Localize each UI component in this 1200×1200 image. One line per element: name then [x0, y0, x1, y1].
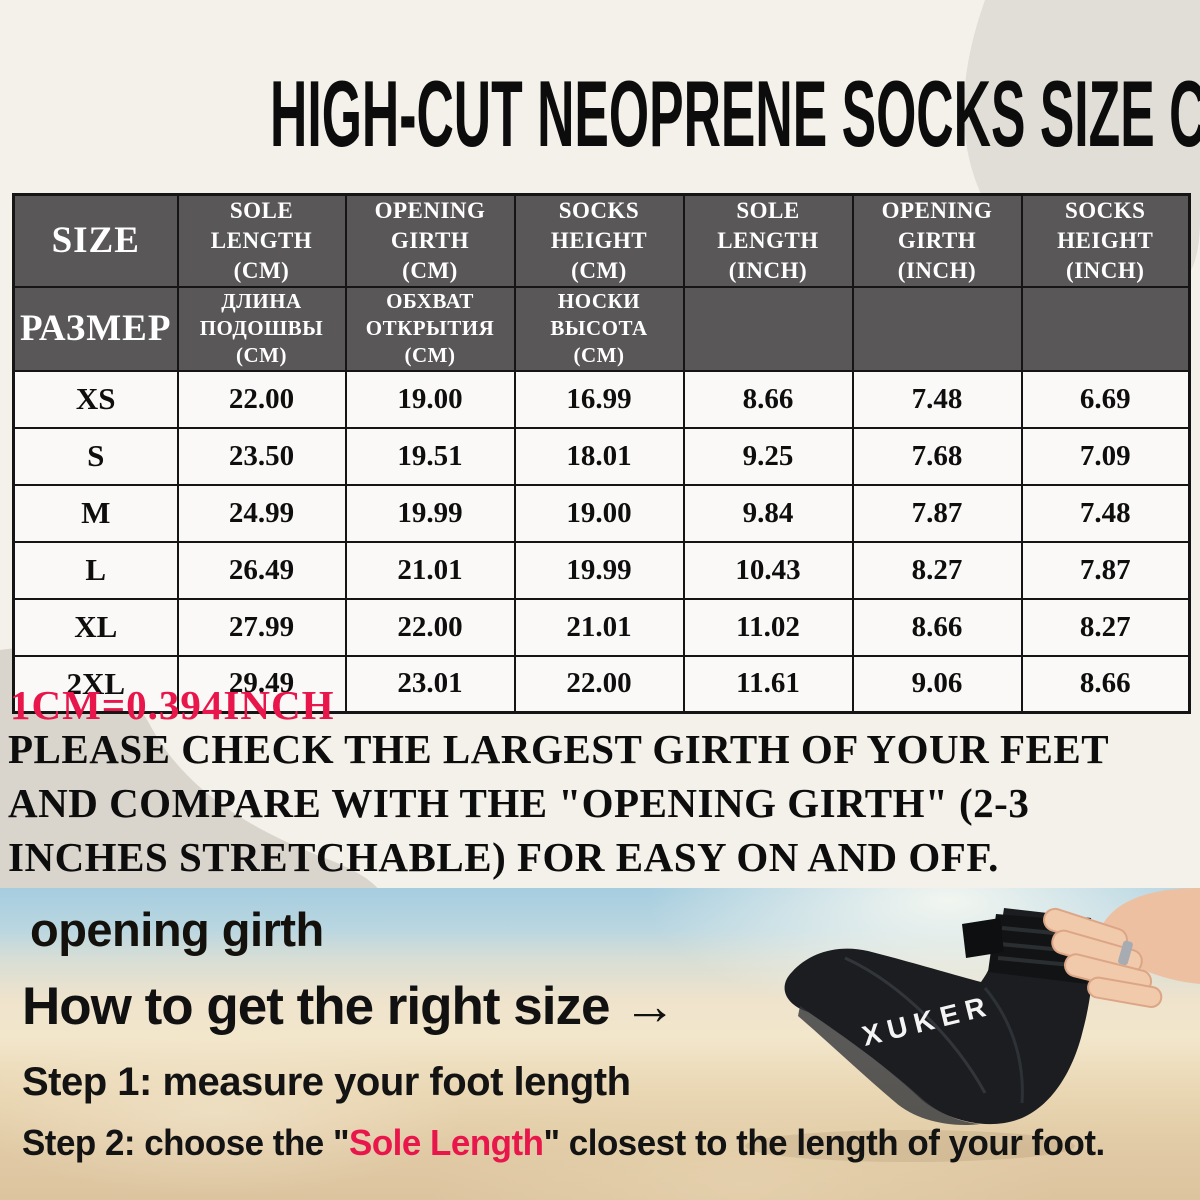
step-1-text: Step 1: measure your foot length: [22, 1060, 631, 1104]
table-cell: 10.43: [682, 540, 854, 600]
table-cell: 27.99: [176, 597, 347, 657]
size-label: XL: [12, 597, 179, 657]
table-cell: 8.27: [851, 540, 1023, 600]
fit-advice-paragraph: PLEASE CHECK THE LARGEST GIRTH OF YOUR F…: [8, 726, 1109, 881]
header-cell-empty: [1020, 285, 1191, 372]
table-row-xs: XS 22.00 19.00 16.99 8.66 7.48 6.69: [12, 369, 1191, 429]
table-cell: 19.99: [344, 483, 516, 543]
table-cell: 26.49: [176, 540, 347, 600]
header-cell-sole-length-inch: SOLE LENGTH (INCH): [682, 193, 854, 288]
table-cell: 8.66: [851, 597, 1023, 657]
header-cell-noski-vysota: НОСКИ ВЫСОТА (CM): [513, 285, 685, 372]
step-2-suffix: " closest to the length of your foot.: [543, 1122, 1106, 1163]
table-cell: 19.51: [344, 426, 516, 486]
size-label: S: [12, 426, 179, 486]
table-cell: 18.01: [513, 426, 685, 486]
table-cell: 11.02: [682, 597, 854, 657]
beach-photo-section: XUKER opening girth How to get the right…: [0, 888, 1200, 1200]
table-cell: 22.00: [513, 654, 685, 714]
hand-illustration: [1043, 888, 1200, 1008]
size-label: 2XL: [12, 654, 179, 714]
table-row-2xl: 2XL 29.49 23.01 22.00 11.61 9.06 8.66: [12, 654, 1191, 714]
table-row-m: M 24.99 19.99 19.00 9.84 7.87 7.48: [12, 483, 1191, 543]
table-cell: 8.27: [1020, 597, 1191, 657]
header-cell-socks-height-cm: SOCKS HEIGHT (CM): [513, 193, 685, 288]
cm-inch-conversion-note: 1CM=0.394INCH: [10, 682, 335, 728]
table-cell: 21.01: [344, 540, 516, 600]
table-cell: 7.68: [851, 426, 1023, 486]
table-cell: 7.09: [1020, 426, 1191, 486]
table-cell: 21.01: [513, 597, 685, 657]
header-cell-obkhvat-otkrytiya: ОБХВАТ ОТКРЫТИЯ (CM): [344, 285, 516, 372]
header-cell-opening-girth-cm: OPENING GIRTH (CM): [344, 193, 516, 288]
size-label: M: [12, 483, 179, 543]
table-header-row-ru: РАЗМЕР ДЛИНА ПОДОШВЫ (CM) ОБХВАТ ОТКРЫТИЯ…: [12, 285, 1191, 372]
header-cell-size: SIZE: [12, 193, 179, 288]
strap-tab: [962, 918, 1004, 958]
ring: [1118, 940, 1133, 966]
table-cell: 8.66: [1020, 654, 1191, 714]
table-cell: 16.99: [513, 369, 685, 429]
table-cell: 9.25: [682, 426, 854, 486]
table-cell: 22.00: [344, 597, 516, 657]
table-cell: 7.87: [851, 483, 1023, 543]
table-cell: 19.00: [344, 369, 516, 429]
table-cell: 29.49: [176, 654, 347, 714]
sole-length-highlight: Sole Length: [349, 1122, 544, 1163]
header-cell-socks-height-inch: SOCKS HEIGHT (INCH): [1020, 193, 1191, 288]
table-cell: 6.69: [1020, 369, 1191, 429]
table-cell: 9.84: [682, 483, 854, 543]
header-cell-empty: [851, 285, 1023, 372]
step-2-text: Step 2: choose the "Sole Length" closest…: [22, 1122, 1105, 1164]
opening-girth-label: opening girth: [30, 903, 324, 956]
table-row-s: S 23.50 19.51 18.01 9.25 7.68 7.09: [12, 426, 1191, 486]
size-label: L: [12, 540, 179, 600]
table-cell: 7.87: [1020, 540, 1191, 600]
table-cell: 11.61: [682, 654, 854, 714]
table-cell: 8.66: [682, 369, 854, 429]
table-cell: 19.99: [513, 540, 685, 600]
table-cell: 22.00: [176, 369, 347, 429]
table-cell: 19.00: [513, 483, 685, 543]
size-chart-table: SIZE SOLE LENGTH (CM) OPENING GIRTH (CM) S…: [12, 193, 1191, 715]
table-row-l: L 26.49 21.01 19.99 10.43 8.27 7.87: [12, 540, 1191, 600]
size-label: XS: [12, 369, 179, 429]
header-cell-razmer: РАЗМЕР: [12, 285, 179, 372]
table-cell: 7.48: [851, 369, 1023, 429]
page-title: HIGH-CUT NEOPRENE SOCKS SIZE CHART: [270, 61, 1200, 166]
how-to-heading: How to get the right size →: [22, 977, 676, 1036]
header-cell-sole-length-cm: SOLE LENGTH (CM): [176, 193, 347, 288]
table-header-row-en: SIZE SOLE LENGTH (CM) OPENING GIRTH (CM) S…: [12, 193, 1191, 288]
sock-illustration: XUKER: [784, 908, 1094, 1126]
header-cell-dlina-podoshvy: ДЛИНА ПОДОШВЫ (CM): [176, 285, 347, 372]
table-row-xl: XL 27.99 22.00 21.01 11.02 8.66 8.27: [12, 597, 1191, 657]
step-2-prefix: Step 2: choose the ": [22, 1122, 350, 1163]
sock-shadow: [745, 1130, 1075, 1162]
table-cell: 23.01: [344, 654, 516, 714]
table-cell: 24.99: [176, 483, 347, 543]
table-cell: 23.50: [176, 426, 347, 486]
neoprene-sock-photo: XUKER: [745, 888, 1200, 1162]
table-cell: 7.48: [1020, 483, 1191, 543]
header-cell-opening-girth-inch: OPENING GIRTH (INCH): [851, 193, 1023, 288]
header-cell-empty: [682, 285, 854, 372]
table-cell: 9.06: [851, 654, 1023, 714]
